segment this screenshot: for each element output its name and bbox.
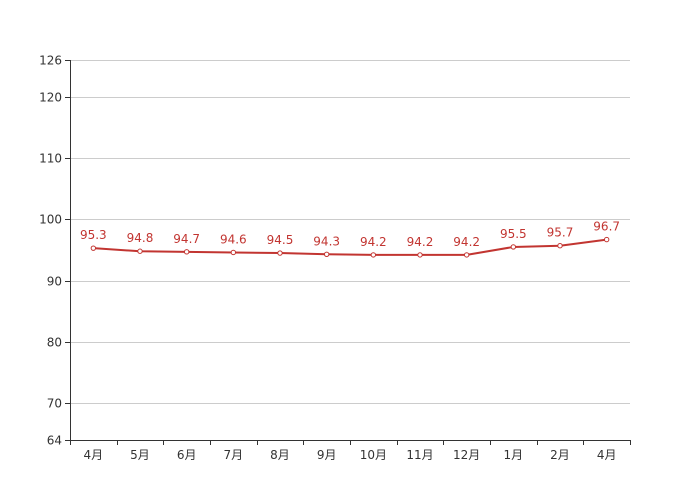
x-tick-label: 11月 [406, 448, 433, 462]
x-tick-label: 8月 [270, 448, 290, 462]
data-point[interactable] [603, 236, 610, 243]
data-label: 94.8 [127, 231, 154, 245]
data-point[interactable] [137, 248, 143, 254]
series-line [93, 238, 607, 256]
x-tick-label: 12月 [453, 448, 480, 462]
data-label: 94.6 [220, 232, 247, 246]
data-labels: 95.3 94.8 94.7 94.6 94.5 94.3 94.2 94.2 94.2 95.5… [80, 220, 620, 249]
data-point[interactable] [557, 243, 563, 249]
data-point[interactable] [90, 245, 97, 251]
data-label: 95.7 [547, 226, 574, 240]
x-tick-label: 5月 [130, 448, 150, 462]
data-label: 94.3 [313, 234, 340, 248]
y-tick-label: 90 [47, 275, 62, 289]
y-tick-label: 110 [39, 152, 62, 166]
x-tick-label: 9月 [317, 448, 337, 462]
data-point[interactable] [510, 244, 517, 250]
data-label: 94.2 [360, 235, 387, 249]
data-point[interactable] [230, 249, 237, 256]
y-tick-label: 100 [39, 213, 62, 227]
series-group [90, 236, 610, 258]
data-label: 95.3 [80, 228, 107, 242]
data-point[interactable] [323, 251, 330, 257]
x-axis-ticks: 4月 5月 6月 7月 8月 9月 10月 11月 12月 1月 2月 4月 [70, 440, 631, 462]
data-label: 94.2 [407, 235, 434, 249]
y-tick-label: 80 [47, 336, 62, 350]
y-tick-label: 120 [39, 91, 62, 105]
data-label: 94.7 [173, 232, 200, 246]
axes [70, 60, 630, 441]
x-tick-label: 1月 [504, 448, 524, 462]
x-tick-label: 4月 [84, 448, 104, 462]
data-point[interactable] [277, 250, 283, 256]
y-gridlines [70, 60, 630, 404]
x-tick-label: 7月 [224, 448, 244, 462]
data-label: 94.5 [267, 233, 294, 247]
data-point[interactable] [370, 252, 377, 258]
x-tick-label: 2月 [550, 448, 570, 462]
x-tick-label: 6月 [177, 448, 197, 462]
x-tick-label: 10月 [360, 448, 387, 462]
x-tick-label: 4月 [597, 448, 617, 462]
data-point[interactable] [183, 249, 190, 255]
y-tick-label: 64 [47, 434, 62, 448]
y-axis-ticks: 64 70 80 90 100 110 120 126 [39, 54, 70, 448]
data-label: 94.2 [453, 235, 480, 249]
data-point[interactable] [463, 252, 470, 258]
y-tick-label: 126 [39, 54, 62, 68]
y-tick-label: 70 [47, 397, 62, 411]
data-point[interactable] [417, 252, 423, 258]
data-label: 95.5 [500, 227, 527, 241]
data-label: 96.7 [593, 220, 620, 234]
